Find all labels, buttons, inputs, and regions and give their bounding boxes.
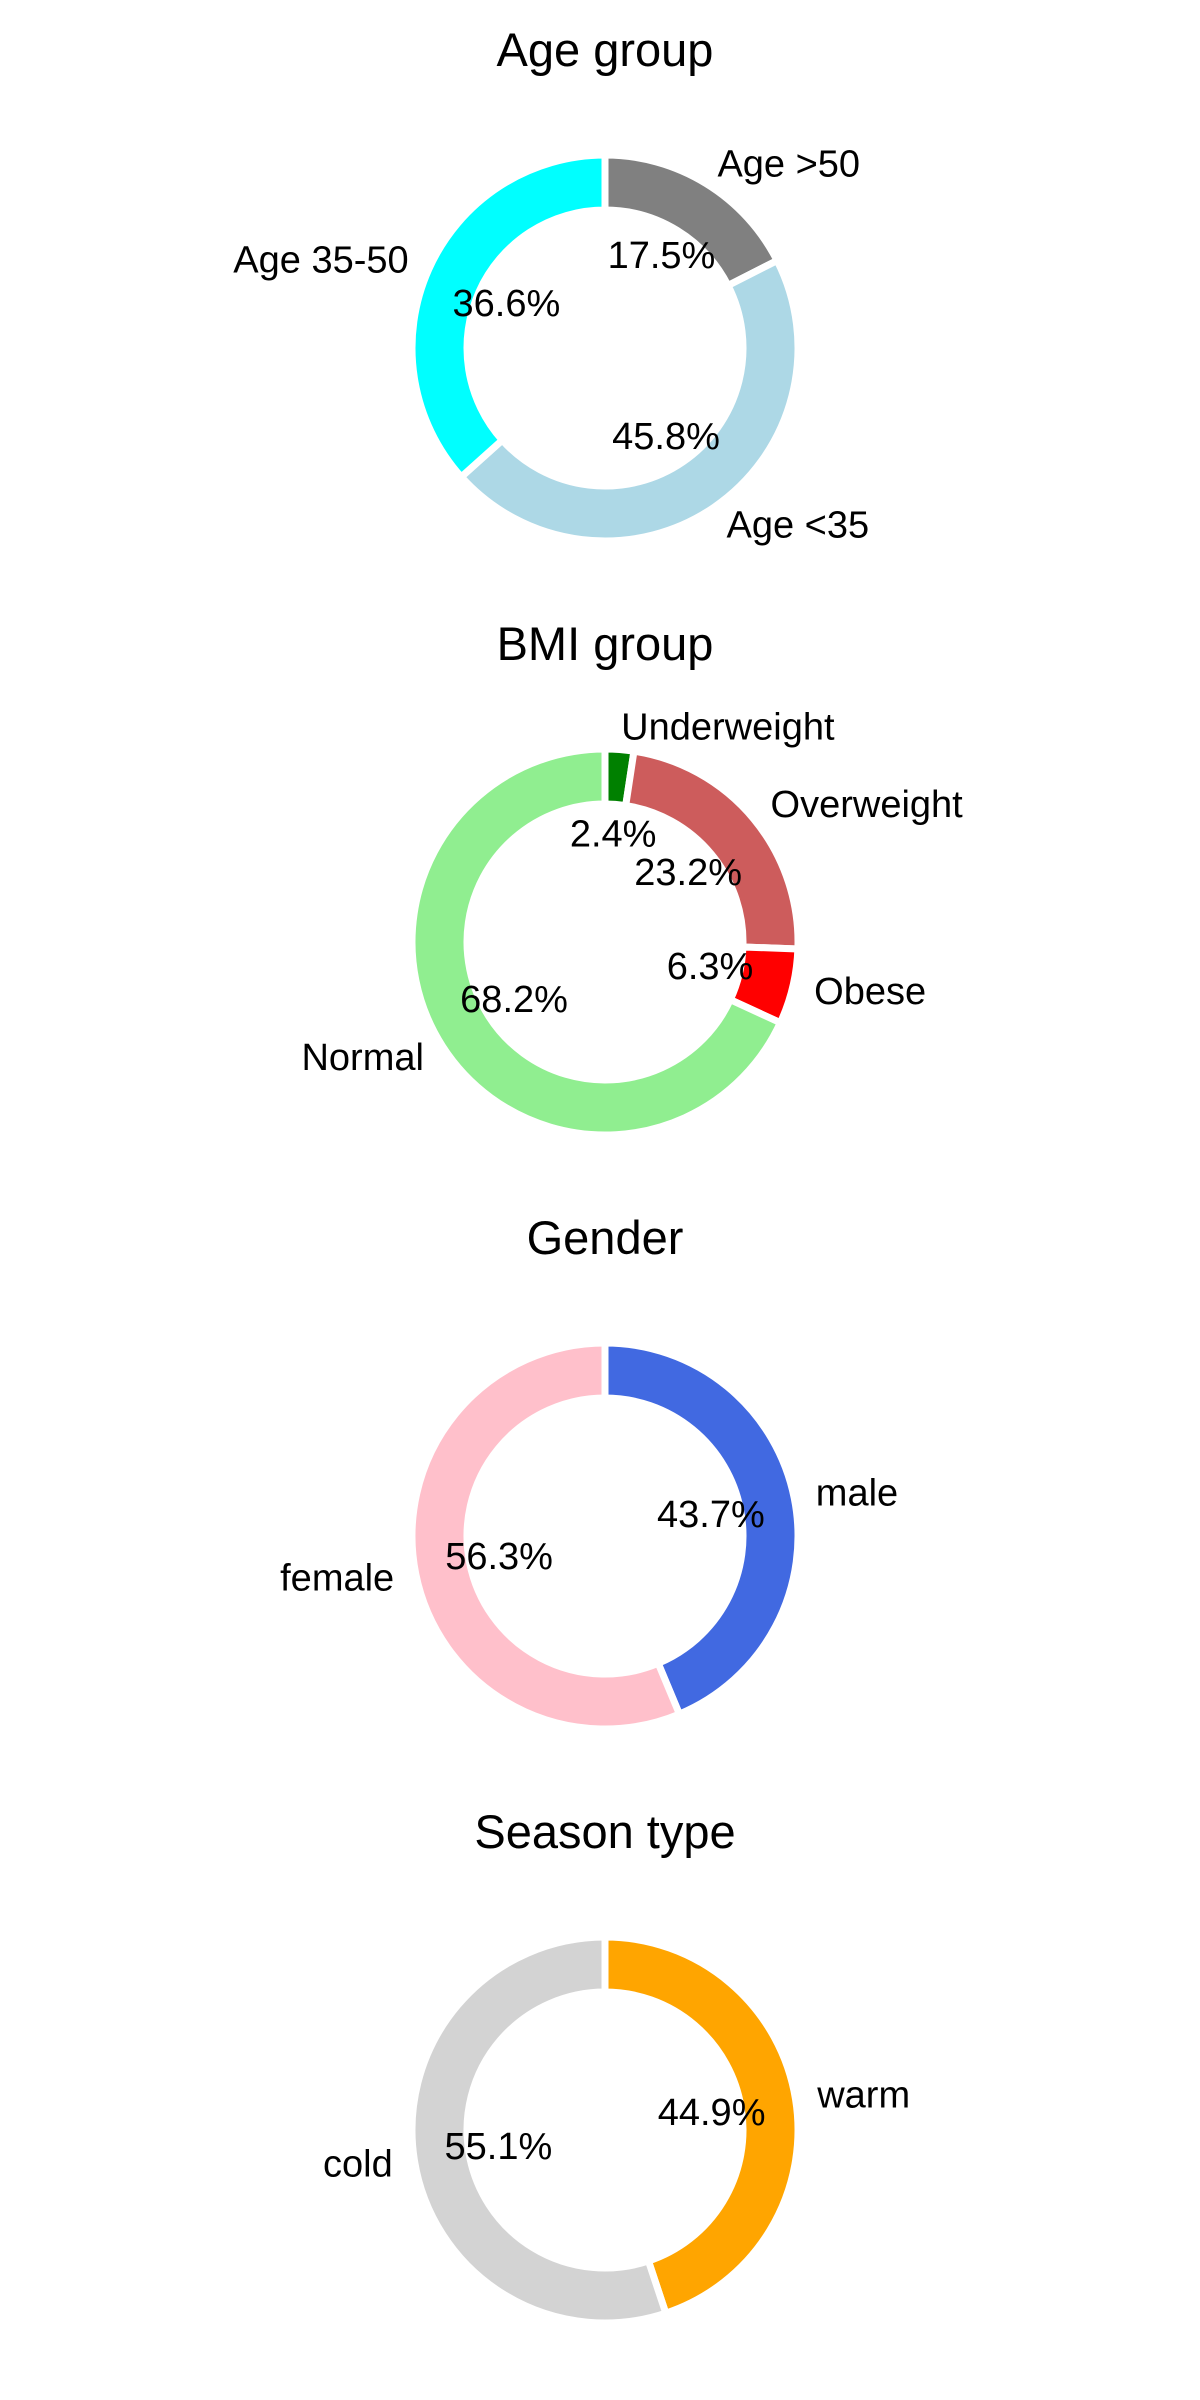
donut-bmi-group: BMI group Underweight 2.4% Overweight 23.2% O… (301, 617, 964, 1139)
chart-title: BMI group (497, 617, 714, 670)
slice-cold (408, 1933, 671, 2327)
slice-label-age-35-50: Age 35-50 (233, 239, 408, 281)
slice-label-age-50: Age >50 (717, 144, 860, 186)
percent-label-overweight: 23.2% (634, 852, 742, 894)
percent-label-warm: 44.9% (658, 2092, 766, 2134)
slice-label-cold: cold (323, 2143, 393, 2185)
slice-label-underweight: Underweight (621, 707, 835, 749)
slice-label-age-35: Age <35 (727, 504, 870, 546)
slice-age-35 (456, 255, 802, 545)
percent-label-age-35: 45.8% (612, 416, 720, 458)
slice-label-obese: Obese (814, 971, 926, 1013)
slice-female (408, 1339, 684, 1733)
charts-root: Age group Age >50 17.5% Age <35 45.8% Age 35-… (233, 23, 964, 2327)
percent-label-underweight: 2.4% (570, 813, 657, 855)
slice-label-overweight: Overweight (771, 784, 964, 826)
percent-label-normal: 68.2% (460, 979, 568, 1021)
percent-label-age-50: 17.5% (608, 235, 716, 277)
slice-label-male: male (816, 1473, 898, 1515)
slice-label-female: female (280, 1557, 394, 1599)
slice-male (601, 1339, 802, 1719)
percent-label-obese: 6.3% (667, 946, 754, 988)
slice-label-normal: Normal (301, 1037, 423, 1079)
chart-title: Age group (497, 23, 714, 76)
slice-age-35-50 (408, 151, 609, 482)
percent-label-cold: 55.1% (445, 2126, 553, 2168)
slice-warm (601, 1933, 802, 2318)
donut-gender: Gender male 43.7% female 56.3% (280, 1211, 898, 1733)
chart-title: Gender (527, 1211, 684, 1264)
slice-normal (408, 745, 785, 1139)
percent-label-male: 43.7% (657, 1494, 765, 1536)
percent-label-female: 56.3% (445, 1536, 553, 1578)
donut-season-type: Season type warm 44.9% cold 55.1% (323, 1805, 910, 2327)
chart-title: Season type (474, 1805, 735, 1858)
percent-label-age-35-50: 36.6% (453, 283, 561, 325)
slice-label-warm: warm (816, 2075, 910, 2117)
donut-age-group: Age group Age >50 17.5% Age <35 45.8% Age 35-… (233, 23, 869, 546)
